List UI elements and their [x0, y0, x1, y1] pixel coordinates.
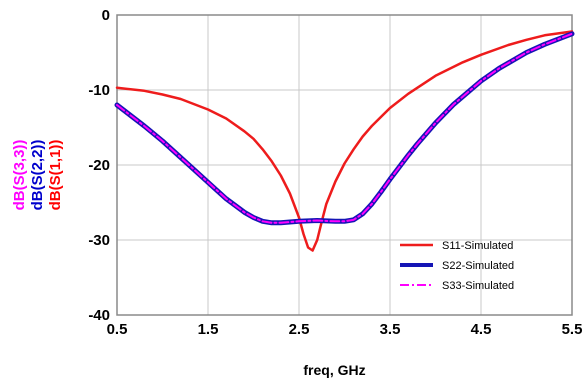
y-axis-label-3: dB(S(1,1)): [47, 140, 64, 211]
x-axis-label: freq, GHz: [303, 362, 365, 378]
x-tick-label: 2.5: [289, 321, 310, 338]
legend: S11-Simulated S22-Simulated S33-Simulated: [400, 240, 514, 292]
x-tick-label: 3.5: [380, 321, 401, 338]
series-line-1: [115, 30, 574, 252]
y-tick-label: -10: [88, 82, 110, 99]
legend-label-1: S11-Simulated: [442, 240, 513, 252]
legend-label-3: S33-Simulated: [442, 280, 514, 292]
y-axis-label-2: dB(S(2,2)): [29, 140, 46, 211]
y-tick-label: 0: [102, 7, 110, 24]
plot-area-frame: [116, 14, 573, 316]
y-tick-label: -30: [88, 232, 110, 249]
y-tick-label: -40: [88, 307, 110, 324]
series-line-2: [114, 31, 575, 226]
x-tick-label: 1.5: [198, 321, 219, 338]
x-tick-label: 4.5: [471, 321, 492, 338]
y-tick-label: -20: [88, 157, 110, 174]
y-axis-label-1: dB(S(3,3)): [11, 140, 28, 211]
series-layer: [114, 30, 575, 252]
y-tick-labels: 0 -10 -20 -30 -40: [88, 7, 110, 324]
x-tick-labels: 0.5 1.5 2.5 3.5 4.5 5.5: [107, 321, 583, 338]
series-line-3: [116, 32, 573, 224]
x-tick-label: 0.5: [107, 321, 128, 338]
x-tick-label: 5.5: [562, 321, 583, 338]
y-axis-labels: dB(S(3,3)) dB(S(2,2)) dB(S(1,1)): [11, 140, 64, 211]
legend-label-2: S22-Simulated: [442, 260, 514, 272]
